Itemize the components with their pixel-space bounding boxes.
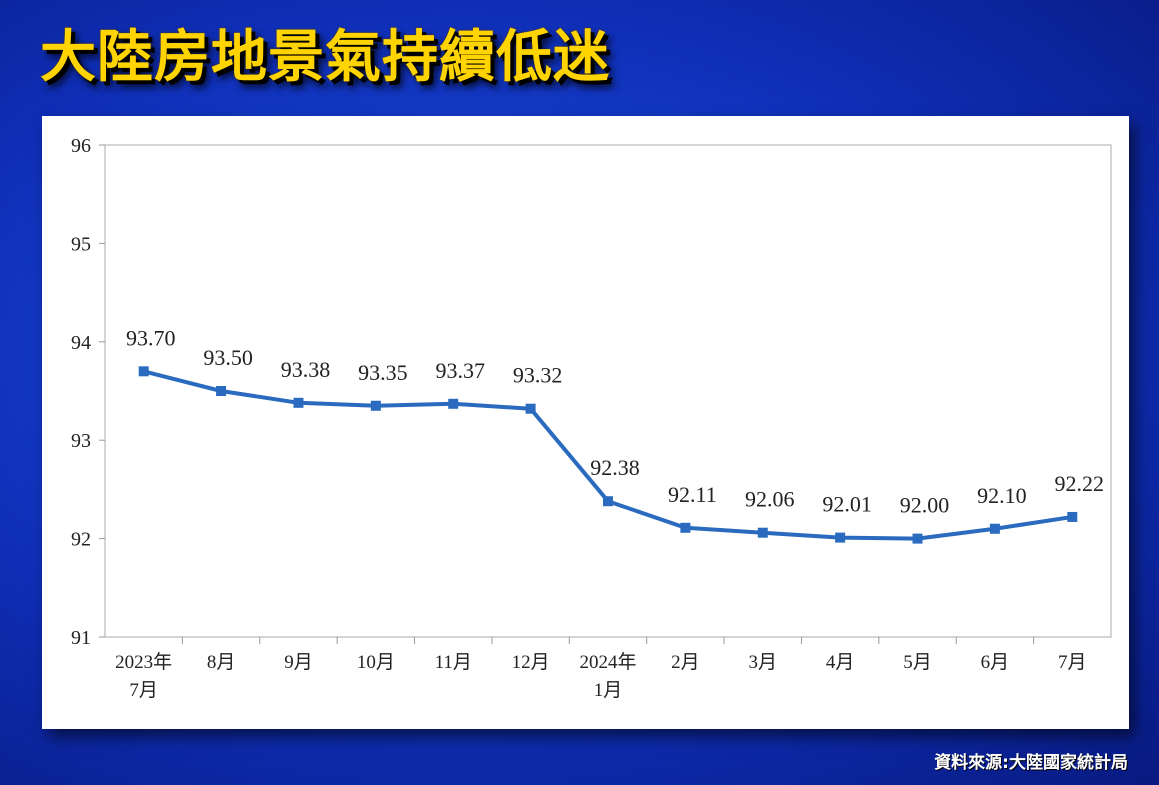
y-tick-label: 94 <box>71 332 91 354</box>
x-tick-label: 4月 <box>826 652 855 673</box>
data-label: 92.00 <box>900 493 950 518</box>
data-label: 93.35 <box>358 360 408 385</box>
data-label: 93.38 <box>281 357 331 382</box>
chart-panel: 91 92 93 94 95 96 2023年 7月 8月 9月 10月 11月 12月 2024年 1月 2… <box>42 116 1129 729</box>
x-tick-label-line: 8月 <box>207 652 236 673</box>
x-tick-label-line: 7月 <box>1058 652 1087 673</box>
data-label: 93.32 <box>513 363 563 388</box>
x-tick-label: 5月 <box>903 652 932 673</box>
data-point-marker <box>293 397 304 408</box>
headline: 大陸房地景氣持續低迷 <box>40 25 610 90</box>
x-tick-label: 6月 <box>981 652 1010 673</box>
data-point-marker <box>835 532 846 543</box>
x-tick-label: 10月 <box>357 652 395 673</box>
y-tick-label: 95 <box>71 233 91 255</box>
data-point-marker <box>757 527 768 538</box>
x-tick-label-line: 1月 <box>594 680 623 701</box>
data-point-marker <box>448 398 459 409</box>
data-label: 92.01 <box>822 492 872 517</box>
x-tick-label-line: 2023年 <box>115 651 172 673</box>
data-point-marker <box>989 523 1000 534</box>
x-tick-label-line: 2024年 <box>579 651 636 673</box>
x-tick-label-line: 7月 <box>129 680 158 701</box>
y-tick-label: 92 <box>71 529 91 551</box>
source-note: 資料來源:大陸國家統計局 <box>934 753 1128 773</box>
data-label: 92.38 <box>590 455 640 480</box>
data-label: 93.50 <box>203 345 253 370</box>
x-tick-label: 11月 <box>435 652 472 673</box>
data-point-marker <box>912 533 923 544</box>
x-tick-label-line: 12月 <box>512 652 550 673</box>
plot-frame <box>104 144 1112 638</box>
x-tick-label: 12月 <box>512 652 550 673</box>
x-tick-label-line: 11月 <box>435 652 472 673</box>
data-point-marker <box>525 403 536 414</box>
x-tick-label-line: 6月 <box>981 652 1010 673</box>
x-tick-label-line: 2月 <box>671 652 700 673</box>
x-tick-label-line: 5月 <box>903 652 932 673</box>
data-point-marker <box>1067 511 1078 522</box>
x-tick-label: 2024年 1月 <box>579 651 636 701</box>
x-tick-label-line: 3月 <box>749 652 778 673</box>
y-tick-label: 91 <box>71 627 91 649</box>
x-tick-label: 3月 <box>749 652 778 673</box>
data-label: 92.10 <box>977 483 1027 508</box>
x-tick-label-line: 10月 <box>357 652 395 673</box>
x-tick-label: 9月 <box>284 652 313 673</box>
y-tick-label: 96 <box>71 135 91 157</box>
x-tick-label: 8月 <box>207 652 236 673</box>
data-point-marker <box>216 386 227 396</box>
data-label: 93.70 <box>126 325 176 350</box>
data-label: 92.22 <box>1055 471 1105 496</box>
data-point-marker <box>138 366 149 377</box>
data-label: 92.06 <box>745 487 795 512</box>
y-tick-label: 93 <box>71 430 91 452</box>
data-label: 92.11 <box>668 482 717 507</box>
x-tick-label: 7月 <box>1058 652 1087 673</box>
data-point-marker <box>370 400 381 411</box>
data-point-marker <box>680 522 691 533</box>
x-tick-label: 2023年 7月 <box>115 651 172 701</box>
x-tick-label-line: 9月 <box>284 652 313 673</box>
data-label: 93.37 <box>435 358 485 383</box>
x-tick-label: 2月 <box>671 652 700 673</box>
data-point-marker <box>603 496 613 507</box>
x-tick-label-line: 4月 <box>826 652 855 673</box>
